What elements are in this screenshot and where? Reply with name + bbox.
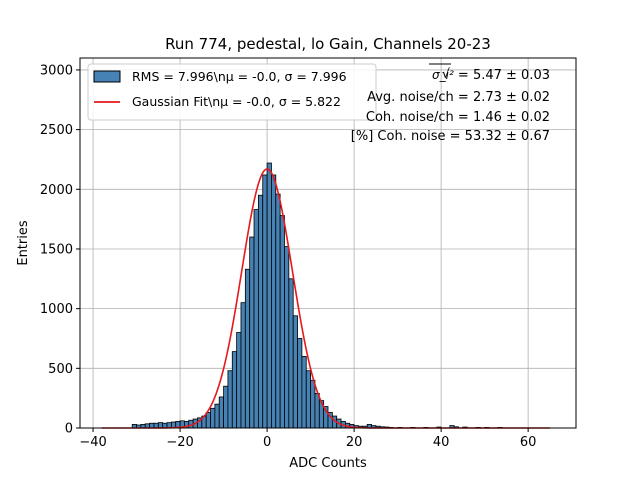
histogram-bar — [314, 392, 320, 429]
x-tick-label: 0 — [263, 435, 271, 450]
x-axis: −40 −20 0 20 40 60 — [79, 428, 536, 450]
x-tick-label: −40 — [79, 435, 106, 450]
x-tick-label: 60 — [520, 435, 537, 450]
histogram-bar — [218, 396, 224, 429]
histogram-bar — [214, 403, 220, 429]
histogram-bar — [266, 162, 272, 429]
y-tick-label: 500 — [48, 362, 73, 377]
legend-label-histogram: RMS = 7.996\nμ = -0.0, σ = 7.996 — [132, 69, 347, 84]
x-axis-label: ADC Counts — [289, 456, 367, 471]
histogram-bar — [275, 193, 281, 429]
histogram-bar — [257, 194, 264, 429]
y-axis-label: Entries — [16, 220, 31, 266]
legend-label-fit: Gaussian Fit\nμ = -0.0, σ = 5.822 — [132, 94, 341, 109]
histogram-bar — [227, 370, 233, 429]
histogram-bar — [236, 332, 242, 429]
histogram-bar — [271, 174, 277, 429]
chart-title: Run 774, pedestal, lo Gain, Channels 20-… — [165, 35, 491, 53]
noise-annotations: √ σ_i² = 5.47 ± 0.03 Avg. noise/ch = 2.7… — [351, 63, 550, 144]
histogram-bars — [131, 162, 503, 429]
legend: RMS = 7.996\nμ = -0.0, σ = 7.996 Gaussia… — [87, 63, 377, 121]
y-tick-label: 0 — [65, 422, 73, 437]
histogram-bar — [292, 315, 298, 429]
y-tick-label: 1500 — [40, 242, 73, 257]
annotation-sigma-math: σ_i² — [432, 68, 454, 82]
annotation-avg-noise: Avg. noise/ch = 2.73 ± 0.02 — [367, 90, 550, 105]
x-tick-label: 40 — [433, 435, 450, 450]
legend-swatch-histogram — [93, 70, 121, 83]
y-tick-label: 3000 — [40, 63, 73, 78]
histogram-bar — [297, 338, 303, 429]
histogram-bar — [223, 385, 229, 429]
annotation-coh-noise: Coh. noise/ch = 1.46 ± 0.02 — [366, 110, 550, 125]
histogram-bar — [288, 278, 294, 429]
y-tick-label: 2500 — [40, 123, 73, 138]
y-tick-label: 2000 — [40, 183, 73, 198]
histogram-bar — [310, 379, 316, 429]
y-axis: 0 500 1000 1500 2000 2500 3000 — [40, 63, 80, 437]
histogram-bar — [205, 412, 211, 429]
histogram-bar — [279, 215, 285, 429]
histogram-bar — [284, 246, 290, 429]
annotation-sigma-value: = 5.47 ± 0.03 — [458, 68, 550, 83]
y-tick-label: 1000 — [40, 302, 73, 317]
histogram-bar — [240, 302, 246, 429]
histogram-bar — [210, 407, 216, 429]
histogram-bar — [244, 268, 251, 429]
histogram-bar — [249, 236, 255, 429]
histogram-bar — [231, 351, 238, 429]
x-tick-label: 20 — [346, 435, 363, 450]
plot-frame — [79, 57, 577, 429]
legend-box — [87, 63, 377, 121]
sqrt-symbol: √ — [442, 67, 451, 82]
histogram-bar — [262, 174, 268, 429]
annotation-sigma: √ σ_i² = 5.47 ± 0.03 — [429, 63, 550, 83]
annotation-coh-percent: [%] Coh. noise = 53.32 ± 0.67 — [351, 129, 550, 144]
histogram-bar — [253, 209, 259, 429]
histogram-bar — [305, 370, 311, 429]
histogram-bar — [301, 355, 307, 429]
x-tick-label: −20 — [166, 435, 193, 450]
